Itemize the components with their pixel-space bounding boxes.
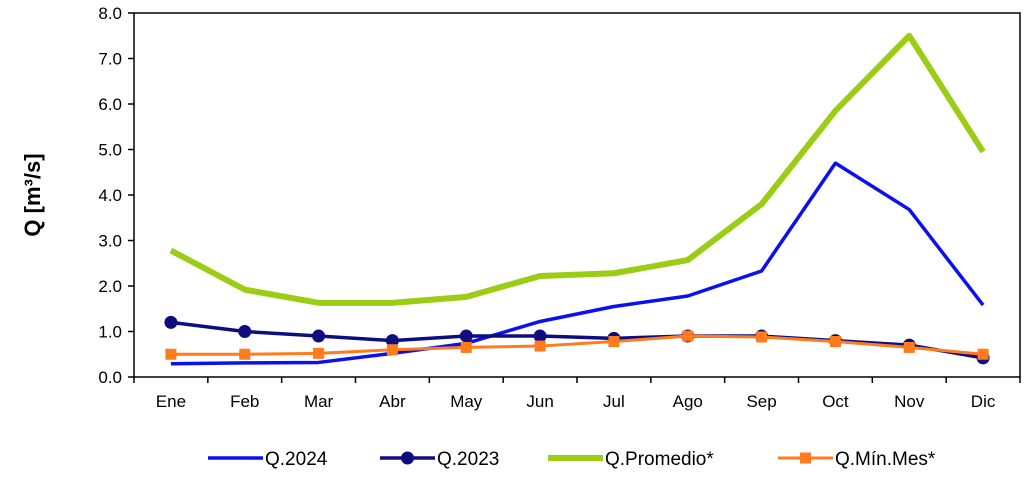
x-tick-label: May [450, 392, 483, 411]
y-tick-label: 8.0 [98, 4, 122, 23]
legend: Q.2024 Q.2023 Q.Promedio* Q.Mín.Mes* [208, 449, 936, 470]
legend-marker [401, 451, 414, 465]
y-axis: 0.0 1.0 2.0 3.0 4.0 5.0 6.0 7.0 8.0 [98, 4, 134, 387]
legend-marker [800, 452, 811, 464]
data-point [164, 315, 178, 329]
y-axis-title: Q [m³/s] [20, 153, 45, 236]
legend-label: Q.2023 [437, 449, 499, 470]
x-tick-label: Ene [156, 392, 186, 411]
series-line [170, 161, 985, 366]
x-tick-label: Mar [304, 392, 334, 411]
x-tick-label: Abr [379, 392, 406, 411]
data-point [459, 329, 473, 343]
data-point [829, 336, 841, 348]
y-tick-label: 6.0 [98, 95, 122, 114]
y-tick-label: 5.0 [98, 141, 122, 160]
legend-label: Q.2024 [265, 449, 328, 470]
legend-label: Q.Mín.Mes* [835, 449, 936, 470]
x-tick-label: Jul [603, 392, 625, 411]
x-tick-label: Feb [230, 392, 259, 411]
x-tick-label: Oct [822, 392, 849, 411]
data-point [460, 341, 472, 353]
legend-item: Q.2024 [208, 449, 328, 470]
data-point [312, 329, 326, 343]
data-point [682, 330, 694, 342]
x-tick-label: Nov [894, 392, 925, 411]
data-point [239, 348, 251, 360]
y-tick-label: 7.0 [98, 50, 122, 69]
x-tick-label: Dic [971, 392, 996, 411]
series-layer [164, 32, 990, 366]
data-point [238, 325, 252, 338]
series-line [169, 32, 986, 306]
x-tick-label: Jun [526, 392, 553, 411]
y-tick-label: 2.0 [98, 277, 122, 296]
y-tick-label: 0.0 [98, 368, 122, 387]
legend-item: Q.Mín.Mes* [778, 449, 936, 470]
data-point [977, 348, 989, 360]
x-tick-label: Ago [673, 392, 703, 411]
data-point [313, 347, 325, 359]
series-line [170, 334, 984, 356]
data-point [903, 341, 915, 353]
y-tick-label: 4.0 [98, 186, 122, 205]
y-tick-label: 1.0 [98, 323, 122, 342]
legend-label: Q.Promedio* [605, 449, 714, 470]
legend-item: Q.2023 [380, 449, 499, 470]
x-tick-label: Sep [746, 392, 776, 411]
data-point [534, 340, 546, 352]
data-point [756, 331, 768, 343]
data-point [533, 329, 547, 343]
data-point [608, 336, 620, 348]
x-axis: Ene Feb Mar Abr May Jun Jul Ago Sep Oct Nov Dic [133, 377, 1021, 411]
legend-item: Q.Promedio* [548, 449, 714, 470]
y-tick-label: 3.0 [98, 232, 122, 251]
data-point [385, 334, 399, 348]
data-point [386, 344, 398, 356]
data-point [165, 348, 177, 360]
